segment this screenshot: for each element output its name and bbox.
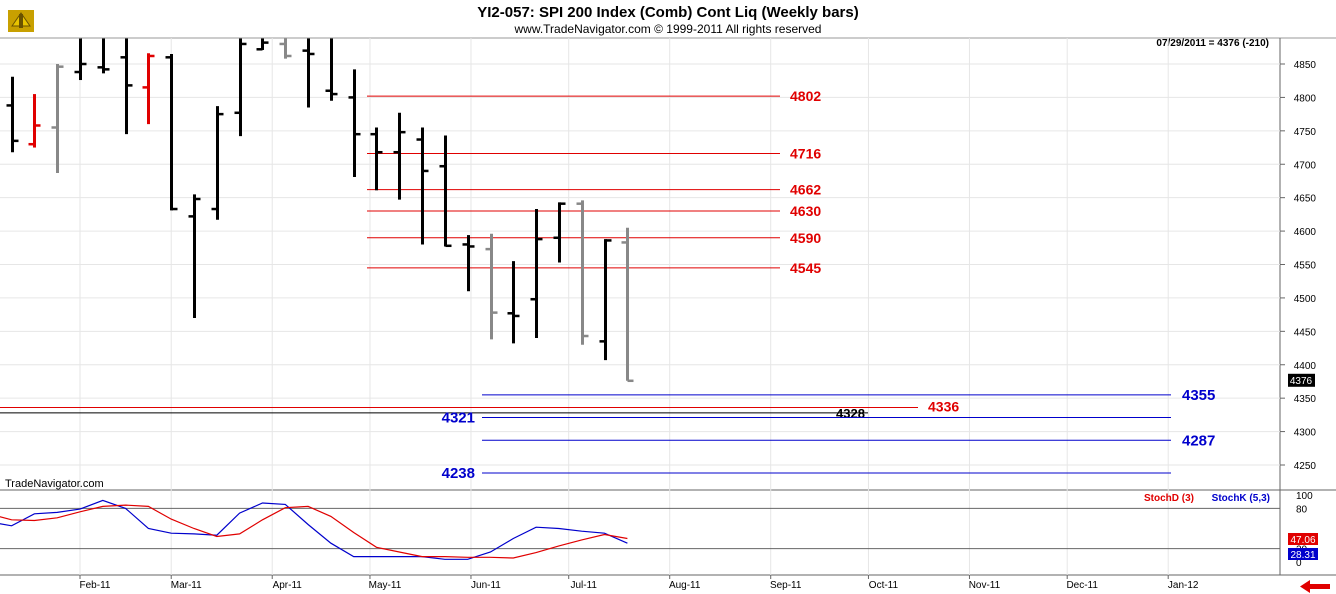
price-axis: 4250 4300 4350 4400 4450 4500 4550 4600 4650 4700…: [1280, 60, 1316, 472]
stoch-k-badge: 28.31: [1288, 548, 1318, 561]
stoch-d-line: [0, 504, 628, 559]
ohlc-bar: [279, 38, 292, 59]
resistance-label: 4545: [790, 260, 821, 276]
ohlc-bar: [74, 38, 87, 81]
chart-title: YI2-057: SPI 200 Index (Comb) Cont Liq (…: [477, 4, 858, 21]
ohlc-bar: [211, 106, 224, 220]
price-readout: 07/29/2011 = 4376 (-210): [1156, 38, 1269, 49]
osc-tick-label: 80: [1296, 504, 1308, 515]
ohlc-bar: [393, 112, 406, 200]
ohlc-bar: [120, 38, 133, 135]
y-tick-label: 4250: [1294, 461, 1317, 472]
left-arrow-icon[interactable]: [1298, 580, 1332, 593]
x-tick-label: May-11: [369, 580, 402, 591]
y-tick-label: 4400: [1294, 361, 1317, 372]
ohlc-bar: [553, 202, 566, 263]
x-tick-label: Nov-11: [969, 580, 1001, 591]
ohlc-bars: [6, 38, 634, 383]
x-tick-label: Oct-11: [869, 580, 899, 591]
ohlc-bar: [165, 53, 178, 211]
ohlc-bar: [370, 127, 383, 191]
y-tick-label: 4650: [1294, 194, 1317, 205]
stoch-k-legend: StochK (5,3): [1212, 493, 1270, 504]
ohlc-bar: [97, 38, 110, 74]
ohlc-bar: [28, 94, 41, 148]
stoch-d-value: 47.06: [1290, 535, 1315, 546]
y-tick-label: 4700: [1294, 160, 1317, 171]
resistance-label: 4336: [928, 399, 959, 415]
x-tick-label: Jan-12: [1168, 580, 1199, 591]
ohlc-bar: [325, 38, 338, 101]
y-tick-label: 4600: [1294, 227, 1317, 238]
resistance-label: 4802: [790, 88, 821, 104]
ohlc-bar: [530, 209, 543, 339]
stoch-k-value: 28.31: [1290, 550, 1315, 561]
ohlc-bar: [234, 38, 247, 137]
y-tick-label: 4350: [1294, 394, 1317, 405]
stoch-d-legend: StochD (3): [1144, 493, 1194, 504]
y-tick-label: 4750: [1294, 127, 1317, 138]
ohlc-bar: [188, 194, 201, 318]
ohlc-bar: [621, 227, 634, 383]
last-price-label: 4376: [1290, 376, 1313, 387]
osc-tick-label: 0: [1296, 558, 1302, 569]
x-tick-label: Aug-11: [669, 580, 701, 591]
x-tick-label: Feb-11: [80, 580, 111, 591]
support-label: 4287: [1182, 432, 1215, 449]
y-tick-label: 4800: [1294, 93, 1317, 104]
ohlc-bar: [576, 200, 589, 345]
ohlc-bar: [439, 135, 452, 248]
y-tick-label: 4450: [1294, 327, 1317, 338]
ohlc-bar: [6, 76, 19, 153]
ohlc-bar: [416, 127, 429, 245]
marker-label: 4328: [836, 406, 865, 421]
ohlc-bar: [142, 53, 155, 125]
x-tick-label: Mar-11: [171, 580, 202, 591]
x-tick-label: Jun-11: [471, 580, 501, 591]
chart-subtitle: www.TradeNavigator.com © 1999-2011 All r…: [514, 22, 822, 36]
ohlc-bar: [302, 38, 315, 108]
y-tick-label: 4300: [1294, 428, 1317, 439]
support-label: 4238: [442, 465, 475, 482]
resistance-label: 4662: [790, 182, 821, 198]
last-price-badge: 4376: [1288, 373, 1315, 387]
y-tick-label: 4550: [1294, 261, 1317, 272]
gridlines: [0, 38, 1280, 575]
y-tick-label: 4500: [1294, 294, 1317, 305]
osc-tick-label: 100: [1296, 491, 1313, 502]
stoch-k-line: [0, 499, 628, 560]
ohlc-bar: [256, 38, 269, 51]
ohlc-bar: [599, 239, 612, 361]
ohlc-bar: [462, 235, 475, 292]
time-axis: Feb-11 Mar-11 Apr-11 May-11 Jun-11 Jul-11 Aug-…: [79, 575, 1199, 591]
support-label: 4355: [1182, 387, 1215, 404]
x-tick-label: Dec-11: [1066, 580, 1098, 591]
price-levels: 4802 4716 4662 4630 4590 4545 4336 4328 4355 4321…: [0, 88, 1215, 482]
x-tick-label: Apr-11: [273, 580, 303, 591]
x-tick-label: Jul-11: [570, 580, 597, 591]
ohlc-bar: [507, 261, 520, 344]
stoch-d-badge: 47.06: [1288, 533, 1318, 546]
ohlc-bar: [51, 64, 64, 173]
resistance-label: 4716: [790, 146, 821, 162]
support-label: 4321: [442, 410, 475, 427]
resistance-label: 4590: [790, 230, 821, 246]
logo-icon: [8, 10, 34, 32]
x-tick-label: Sep-11: [770, 580, 802, 591]
ohlc-bar: [485, 233, 498, 340]
stochastic-panel: 10080200: [0, 491, 1313, 569]
watermark: TradeNavigator.com: [5, 478, 104, 490]
y-tick-label: 4850: [1294, 60, 1317, 71]
resistance-label: 4630: [790, 203, 821, 219]
ohlc-bar: [348, 69, 361, 177]
